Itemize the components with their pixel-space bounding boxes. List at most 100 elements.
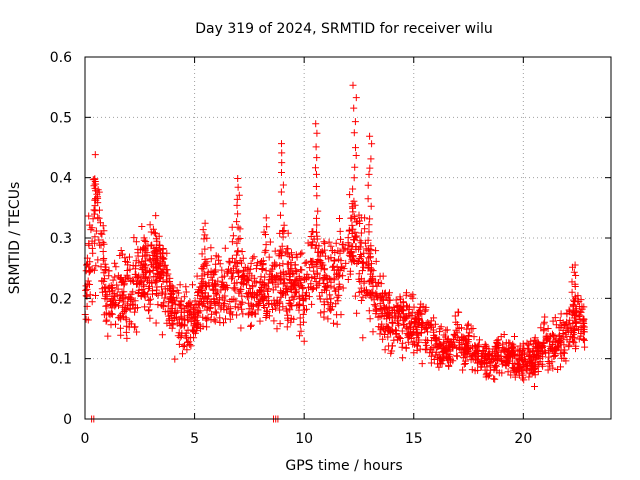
data-point	[464, 321, 472, 329]
data-point	[185, 300, 193, 307]
data-point	[189, 281, 196, 289]
data-point	[237, 324, 245, 332]
data-point	[163, 319, 171, 327]
data-point	[111, 302, 119, 310]
data-point	[260, 292, 268, 300]
data-point	[191, 304, 199, 312]
data-point	[546, 342, 554, 350]
data-point	[295, 283, 303, 291]
data-point	[356, 237, 364, 245]
data-point	[330, 319, 337, 327]
data-point	[426, 349, 434, 357]
data-point	[235, 191, 243, 199]
data-point	[235, 289, 243, 297]
data-point	[451, 312, 459, 320]
data-point	[234, 248, 241, 256]
data-point	[305, 284, 312, 292]
data-point	[320, 313, 328, 321]
data-point	[274, 300, 282, 308]
data-point	[421, 325, 429, 333]
y-tick-label: 0.5	[50, 110, 72, 126]
data-point	[276, 306, 284, 314]
data-point	[400, 314, 408, 322]
data-point	[388, 347, 396, 355]
data-point	[418, 319, 426, 327]
data-point	[565, 320, 573, 328]
data-point	[262, 214, 270, 222]
data-point	[211, 301, 219, 309]
data-point	[458, 324, 465, 332]
data-point	[236, 257, 244, 265]
data-point	[445, 362, 453, 370]
data-point	[215, 299, 223, 307]
data-point	[115, 314, 123, 322]
data-point	[333, 320, 341, 328]
data-points	[81, 81, 589, 423]
data-point	[211, 317, 219, 325]
data-point	[155, 232, 163, 240]
data-point	[177, 308, 185, 316]
data-point	[392, 330, 400, 337]
data-point	[151, 257, 159, 265]
data-point	[453, 352, 461, 360]
data-point	[324, 315, 332, 323]
data-point	[276, 246, 284, 254]
data-point	[220, 300, 228, 308]
data-point	[203, 283, 210, 291]
data-point	[152, 246, 160, 254]
data-point	[226, 315, 234, 323]
data-point	[280, 221, 288, 229]
data-point	[540, 320, 548, 328]
data-point	[350, 174, 358, 182]
data-point	[413, 342, 421, 350]
data-point	[250, 253, 258, 261]
data-point	[509, 340, 517, 348]
data-point	[112, 263, 120, 271]
data-point	[99, 256, 107, 264]
data-point	[148, 241, 156, 249]
data-point	[324, 300, 332, 308]
data-point	[353, 309, 361, 317]
data-point	[218, 266, 226, 274]
data-point	[355, 211, 363, 219]
data-point	[258, 279, 266, 287]
data-point	[351, 118, 359, 126]
data-point	[217, 286, 225, 294]
data-point	[359, 334, 367, 342]
data-point	[399, 354, 407, 362]
data-point	[348, 258, 356, 266]
data-point	[171, 300, 179, 308]
data-point	[256, 317, 264, 325]
data-point	[234, 235, 242, 243]
data-point	[367, 155, 375, 163]
data-point	[200, 262, 208, 270]
data-point	[503, 354, 511, 362]
data-point	[258, 266, 266, 273]
data-point	[519, 367, 527, 375]
data-point	[338, 241, 346, 249]
data-point	[171, 309, 179, 316]
data-point	[218, 273, 226, 281]
data-point	[97, 229, 105, 237]
data-point	[108, 310, 116, 318]
data-point	[395, 310, 402, 318]
data-point	[351, 163, 359, 171]
data-point	[528, 347, 536, 355]
data-point	[419, 320, 427, 328]
data-point	[251, 277, 259, 285]
data-point	[133, 328, 141, 336]
data-point	[167, 294, 175, 302]
data-point	[247, 301, 255, 309]
data-point	[166, 274, 174, 282]
data-point	[290, 270, 298, 278]
data-point	[187, 342, 195, 350]
data-point	[548, 358, 556, 366]
data-point	[92, 262, 100, 270]
data-point	[407, 292, 415, 300]
data-point	[146, 221, 154, 229]
data-point	[228, 238, 236, 246]
data-point	[91, 151, 99, 159]
data-point	[336, 227, 344, 235]
data-point	[390, 336, 398, 344]
data-point	[558, 354, 566, 362]
